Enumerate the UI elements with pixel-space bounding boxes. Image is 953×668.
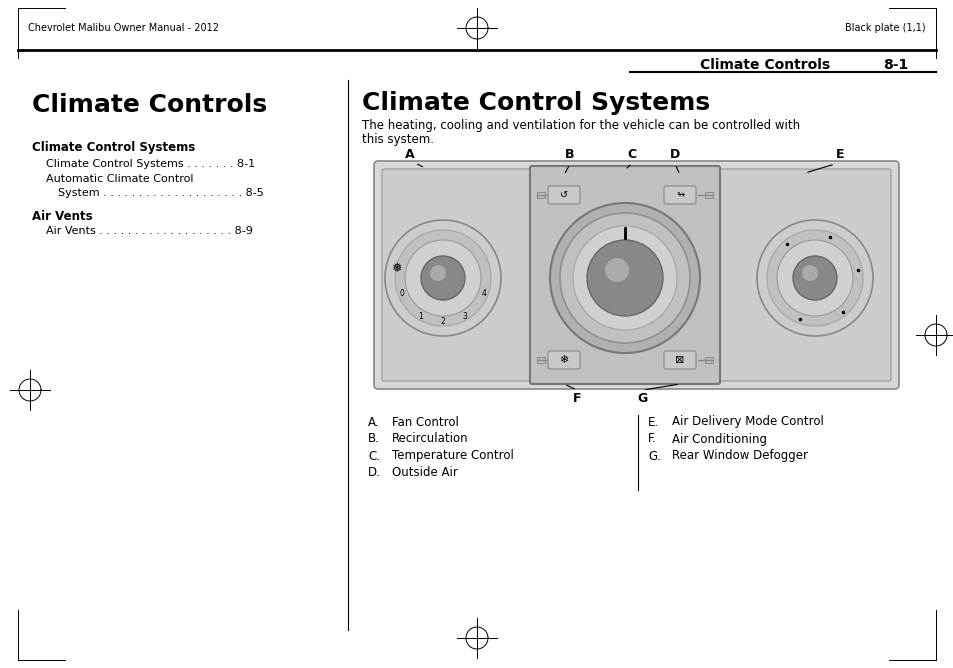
Text: Climate Control Systems . . . . . . . 8-1: Climate Control Systems . . . . . . . 8-… [46,159,254,169]
FancyBboxPatch shape [381,169,890,381]
Circle shape [550,203,700,353]
FancyBboxPatch shape [663,351,696,369]
Bar [704,357,712,363]
Circle shape [573,226,677,330]
Text: B.: B. [368,432,379,446]
FancyBboxPatch shape [374,161,898,389]
Text: Air Delivery Mode Control: Air Delivery Mode Control [671,415,823,428]
Text: Automatic Climate Control: Automatic Climate Control [46,174,193,184]
Text: Climate Control Systems: Climate Control Systems [361,91,709,115]
Text: ↬: ↬ [676,190,683,200]
Bar [537,192,544,198]
Text: Fan Control: Fan Control [392,415,458,428]
Text: 0: 0 [398,289,404,297]
Text: G: G [638,391,647,405]
Text: G.: G. [647,450,660,462]
Circle shape [430,265,446,281]
Bar [537,357,544,363]
FancyBboxPatch shape [547,351,579,369]
Text: C.: C. [368,450,379,462]
Text: Air Vents: Air Vents [32,210,92,222]
Circle shape [559,213,689,343]
Circle shape [405,240,480,316]
Text: C: C [627,148,636,162]
Circle shape [586,240,662,316]
Text: Climate Control Systems: Climate Control Systems [32,142,195,154]
Text: ❅: ❅ [391,261,401,275]
Circle shape [776,240,852,316]
Text: Air Conditioning: Air Conditioning [671,432,766,446]
Text: ⊠: ⊠ [675,355,684,365]
Circle shape [420,256,464,300]
Text: F: F [572,391,580,405]
Circle shape [604,258,628,282]
Text: B: B [565,148,574,162]
Text: ↺: ↺ [559,190,567,200]
Text: 1: 1 [418,311,423,321]
Circle shape [792,256,836,300]
Text: Climate Controls: Climate Controls [32,93,267,117]
Text: 4: 4 [481,289,486,297]
Text: ❄: ❄ [558,355,568,365]
FancyBboxPatch shape [547,186,579,204]
Text: F.: F. [647,432,656,446]
Text: E: E [835,148,843,162]
Bar [704,192,712,198]
FancyBboxPatch shape [530,166,720,384]
FancyBboxPatch shape [663,186,696,204]
Text: The heating, cooling and ventilation for the vehicle can be controlled with: The heating, cooling and ventilation for… [361,120,800,132]
Text: D: D [669,148,679,162]
Text: 8-1: 8-1 [882,58,907,72]
Text: Chevrolet Malibu Owner Manual - 2012: Chevrolet Malibu Owner Manual - 2012 [28,23,219,33]
Text: Recirculation: Recirculation [392,432,468,446]
Text: A.: A. [368,415,379,428]
Circle shape [395,230,491,326]
Text: D.: D. [368,466,380,480]
Circle shape [801,265,817,281]
Text: this system.: this system. [361,134,434,146]
Text: 3: 3 [462,311,467,321]
Text: Air Vents . . . . . . . . . . . . . . . . . . . 8-9: Air Vents . . . . . . . . . . . . . . . … [46,226,253,236]
Text: System . . . . . . . . . . . . . . . . . . . . 8-5: System . . . . . . . . . . . . . . . . .… [58,188,263,198]
Text: Black plate (1,1): Black plate (1,1) [844,23,925,33]
Circle shape [757,220,872,336]
Text: Outside Air: Outside Air [392,466,457,480]
Circle shape [385,220,500,336]
Text: 2: 2 [440,317,445,327]
Text: A: A [405,148,415,162]
Text: E.: E. [647,415,659,428]
Text: Rear Window Defogger: Rear Window Defogger [671,450,807,462]
Text: Climate Controls: Climate Controls [700,58,829,72]
Text: Temperature Control: Temperature Control [392,450,514,462]
Circle shape [766,230,862,326]
